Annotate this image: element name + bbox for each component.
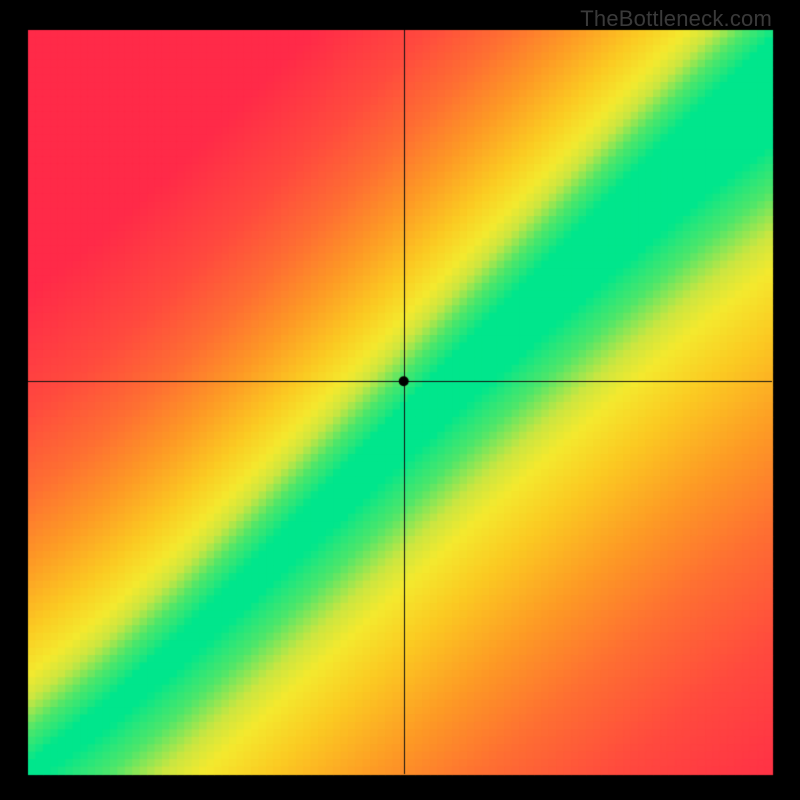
watermark-text: TheBottleneck.com: [580, 6, 772, 32]
bottleneck-heatmap-canvas: [0, 0, 800, 800]
chart-frame: TheBottleneck.com: [0, 0, 800, 800]
